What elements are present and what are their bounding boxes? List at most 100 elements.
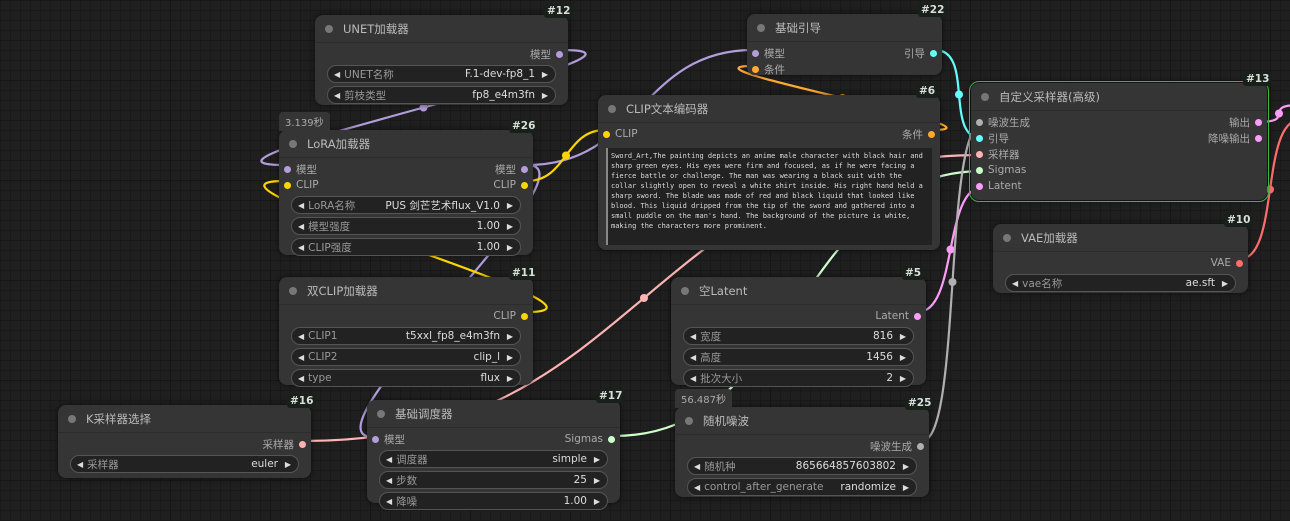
slot-dot-icon[interactable] <box>930 49 937 57</box>
output-slot-item[interactable]: 条件 <box>902 126 935 142</box>
arrow-left-icon[interactable]: ◀ <box>334 69 341 79</box>
link-midpoint-handle[interactable] <box>948 278 957 286</box>
node-26[interactable]: LoRA加载器 模型 模型 CLIP CLIP ◀ LoRA名称 PUS 剑芒艺术flux_V… <box>279 130 533 256</box>
node-12[interactable]: UNET加载器 模型 ◀ UNET名称 F.1-dev-fp8_1 ▶ ◀ 剪枝类型 fp8_e… <box>315 15 568 105</box>
slot-dot-icon[interactable] <box>976 150 983 158</box>
arrow-right-icon[interactable]: ▶ <box>899 331 906 341</box>
output-slot-clip[interactable]: CLIP <box>493 177 528 193</box>
widget-item[interactable]: ◀ 调度器 simple ▶ <box>379 450 608 468</box>
input-slot-item[interactable]: 模型 <box>372 431 405 447</box>
arrow-left-icon[interactable]: ◀ <box>690 352 697 362</box>
arrow-left-icon[interactable]: ◀ <box>386 475 393 485</box>
arrow-left-icon[interactable]: ◀ <box>694 461 701 471</box>
slot-dot-icon[interactable] <box>752 65 759 73</box>
node-title-bar[interactable]: LoRA加载器 <box>279 130 533 158</box>
link-midpoint-handle[interactable] <box>419 103 428 112</box>
input-slot-item[interactable]: 模型 <box>284 161 317 177</box>
link-midpoint-handle[interactable] <box>1275 109 1283 118</box>
input-slot-clip[interactable]: CLIP <box>603 126 638 142</box>
slot-dot-icon[interactable] <box>976 182 983 190</box>
slot-dot-icon[interactable] <box>917 442 924 450</box>
arrow-right-icon[interactable]: ▶ <box>1221 278 1228 288</box>
arrow-left-icon[interactable]: ◀ <box>298 242 305 252</box>
slot-dot-icon[interactable] <box>556 50 563 58</box>
link-midpoint-handle[interactable] <box>640 294 648 302</box>
arrow-left-icon[interactable]: ◀ <box>386 454 393 464</box>
collapse-dot-icon[interactable] <box>685 416 693 425</box>
slot-dot-icon[interactable] <box>928 130 935 138</box>
node-title-bar[interactable]: UNET加载器 <box>315 15 568 43</box>
collapse-dot-icon[interactable] <box>68 414 76 423</box>
collapse-dot-icon[interactable] <box>1003 233 1011 242</box>
arrow-right-icon[interactable]: ▶ <box>506 373 513 383</box>
widget-clip2[interactable]: ◀ CLIP2 clip_l ▶ <box>291 348 521 366</box>
link-midpoint-handle[interactable] <box>562 151 570 160</box>
slot-dot-icon[interactable] <box>521 312 528 320</box>
slot-dot-icon[interactable] <box>1255 118 1262 126</box>
arrow-left-icon[interactable]: ◀ <box>690 373 697 383</box>
arrow-left-icon[interactable]: ◀ <box>298 200 305 210</box>
input-slot-latent[interactable]: Latent <box>976 178 1022 194</box>
collapse-dot-icon[interactable] <box>981 92 989 101</box>
arrow-right-icon[interactable]: ▶ <box>902 482 909 492</box>
arrow-right-icon[interactable]: ▶ <box>506 352 513 362</box>
arrow-right-icon[interactable]: ▶ <box>541 69 548 79</box>
output-slot-vae[interactable]: VAE <box>1211 255 1243 271</box>
node-11[interactable]: 双CLIP加载器 CLIP ◀ CLIP1 t5xxl_fp8_e4m3fn ▶ ◀ CLIP… <box>279 277 533 387</box>
output-slot-item[interactable]: 模型 <box>530 46 563 62</box>
slot-dot-icon[interactable] <box>976 166 983 174</box>
output-slot-item[interactable]: 引导 <box>904 45 937 61</box>
slot-dot-icon[interactable] <box>521 181 528 189</box>
input-slot-item[interactable]: 噪波生成 <box>976 114 1030 130</box>
collapse-dot-icon[interactable] <box>325 24 333 33</box>
arrow-right-icon[interactable]: ▶ <box>899 352 906 362</box>
widget-item[interactable]: ◀ 采样器 euler ▶ <box>70 455 299 473</box>
prompt-textarea[interactable]: Sword_Art,The painting depicts an anime … <box>606 148 932 245</box>
arrow-left-icon[interactable]: ◀ <box>334 90 341 100</box>
arrow-right-icon[interactable]: ▶ <box>506 221 513 231</box>
slot-dot-icon[interactable] <box>914 312 921 320</box>
output-slot-latent[interactable]: Latent <box>875 308 921 324</box>
input-slot-item[interactable]: 采样器 <box>976 146 1020 162</box>
widget-item[interactable]: ◀ 模型强度 1.00 ▶ <box>291 217 521 235</box>
arrow-right-icon[interactable]: ▶ <box>593 496 600 506</box>
collapse-dot-icon[interactable] <box>608 104 616 113</box>
widget-clip1[interactable]: ◀ CLIP1 t5xxl_fp8_e4m3fn ▶ <box>291 327 521 345</box>
slot-dot-icon[interactable] <box>1255 134 1262 142</box>
node-16[interactable]: K采样器选择 采样器 ◀ 采样器 euler ▶ <box>58 405 311 478</box>
arrow-left-icon[interactable]: ◀ <box>694 482 701 492</box>
arrow-left-icon[interactable]: ◀ <box>77 459 84 469</box>
link-midpoint-handle[interactable] <box>1266 185 1274 194</box>
widget-item[interactable]: ◀ 步数 25 ▶ <box>379 471 608 489</box>
node-title-bar[interactable]: CLIP文本编码器 <box>598 95 940 123</box>
input-slot-item[interactable]: 条件 <box>752 61 785 77</box>
input-slot-item[interactable]: 模型 <box>752 45 785 61</box>
node-title-bar[interactable]: VAE加载器 <box>993 224 1248 252</box>
link-midpoint-handle[interactable] <box>955 90 963 99</box>
collapse-dot-icon[interactable] <box>289 139 297 148</box>
slot-dot-icon[interactable] <box>752 49 759 57</box>
node-5[interactable]: 空Latent Latent ◀ 宽度 816 ▶ ◀ 高度 1456 ▶ ◀ 批次大小 2 ▶ <box>671 277 926 387</box>
arrow-left-icon[interactable]: ◀ <box>386 496 393 506</box>
arrow-right-icon[interactable]: ▶ <box>506 242 513 252</box>
output-slot-clip[interactable]: CLIP <box>493 308 528 324</box>
input-slot-item[interactable]: 引导 <box>976 130 1009 146</box>
output-slot-item[interactable]: 降噪输出 <box>1208 130 1262 146</box>
output-slot-item[interactable]: 噪波生成 <box>870 438 924 454</box>
node-10[interactable]: VAE加载器 VAE ◀ vae名称 ae.sft ▶ <box>993 224 1248 293</box>
collapse-dot-icon[interactable] <box>681 286 689 295</box>
node-title-bar[interactable]: 双CLIP加载器 <box>279 277 533 305</box>
output-slot-item[interactable]: 输出 <box>1229 114 1262 130</box>
input-slot-sigmas[interactable]: Sigmas <box>976 162 1026 178</box>
slot-dot-icon[interactable] <box>1236 259 1243 267</box>
widget-clip[interactable]: ◀ CLIP强度 1.00 ▶ <box>291 238 521 256</box>
input-slot-clip[interactable]: CLIP <box>284 177 319 193</box>
arrow-right-icon[interactable]: ▶ <box>284 459 291 469</box>
arrow-left-icon[interactable]: ◀ <box>690 331 697 341</box>
output-slot-item[interactable]: 模型 <box>495 161 528 177</box>
node-25[interactable]: 随机噪波 噪波生成 ◀ 随机种 865664857603802 ▶ ◀ control_aft… <box>675 407 929 497</box>
node-title-bar[interactable]: 基础调度器 <box>367 400 620 428</box>
arrow-left-icon[interactable]: ◀ <box>1012 278 1019 288</box>
slot-dot-icon[interactable] <box>372 435 379 443</box>
node-6[interactable]: CLIP文本编码器 CLIP 条件 Sword_Art,The painting de… <box>598 95 940 250</box>
